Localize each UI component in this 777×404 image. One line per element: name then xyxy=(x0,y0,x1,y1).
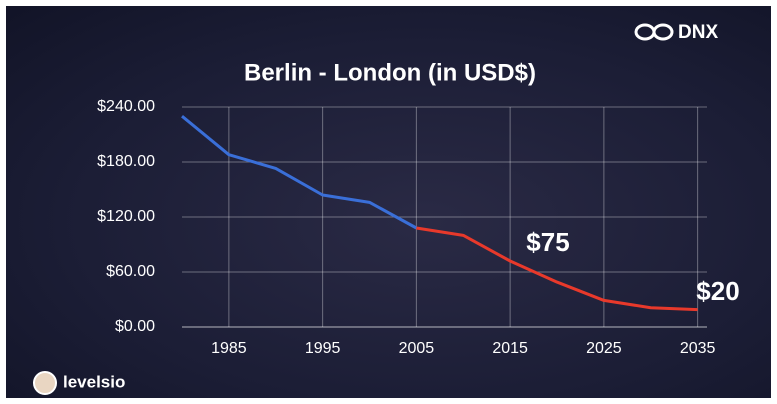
annotation: $75 xyxy=(526,227,569,257)
y-tick-label: $120.00 xyxy=(97,208,155,225)
y-tick-label: $180.00 xyxy=(97,153,155,170)
x-tick-label: 2035 xyxy=(680,340,716,357)
y-tick-label: $60.00 xyxy=(106,263,155,280)
y-tick-label: $240.00 xyxy=(97,98,155,115)
x-tick-label: 1985 xyxy=(211,340,247,357)
x-tick-label: 2025 xyxy=(586,340,622,357)
chart-title: Berlin - London (in USD$) xyxy=(244,59,536,86)
annotation: $20 xyxy=(696,276,739,306)
x-tick-label: 2015 xyxy=(492,340,528,357)
y-tick-label: $0.00 xyxy=(115,318,155,335)
credit: levelsio xyxy=(63,372,125,391)
page: DNX Berlin - London (in USD$) levelsio $… xyxy=(0,0,777,404)
avatar xyxy=(34,372,56,394)
brand: DNX xyxy=(678,22,718,43)
x-tick-label: 1995 xyxy=(305,340,341,357)
x-tick-label: 2005 xyxy=(399,340,435,357)
chart: DNX Berlin - London (in USD$) levelsio $… xyxy=(0,0,777,404)
